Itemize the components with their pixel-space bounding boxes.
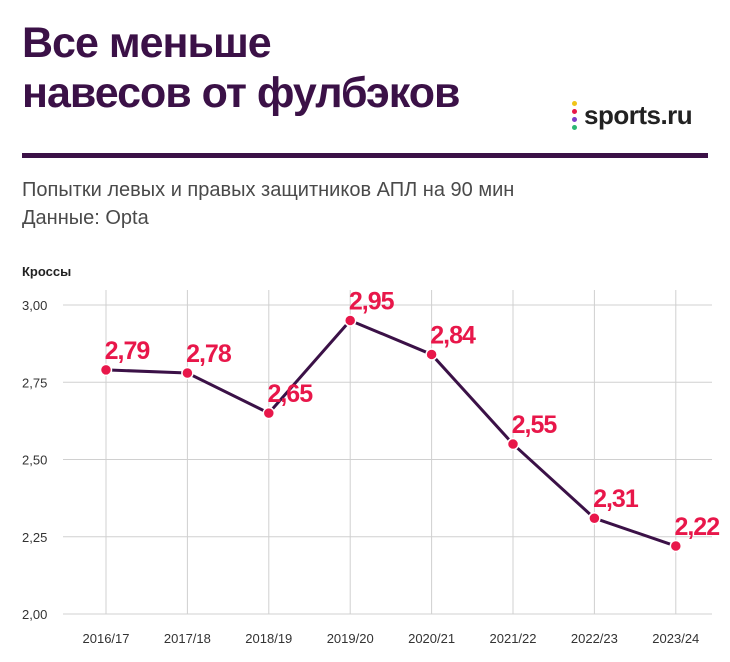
logo-dot	[572, 116, 577, 122]
data-label: 2,55	[512, 411, 558, 439]
y-tick-label: 2,25	[22, 530, 47, 545]
x-tick-label: 2021/22	[490, 631, 537, 646]
x-tick-label: 2018/19	[245, 631, 292, 646]
data-point	[181, 366, 194, 380]
subtitle: Попытки левых и правых защитников АПЛ на…	[22, 176, 514, 232]
y-tick-label: 2,75	[22, 375, 47, 390]
data-label: 2,31	[593, 485, 639, 513]
logo-dot	[572, 108, 577, 114]
data-label: 2,22	[674, 513, 719, 541]
title-divider	[22, 153, 708, 158]
data-label: 2,78	[186, 340, 232, 368]
subtitle-source: Данные: Opta	[22, 207, 149, 229]
title-line-2: навесов от фулбэков	[22, 69, 460, 117]
logo-dot	[572, 124, 577, 130]
data-point	[506, 437, 520, 451]
x-tick-label: 2023/24	[652, 631, 699, 646]
sports-ru-logo: sports.ru	[572, 100, 693, 131]
data-point	[262, 406, 276, 420]
x-tick-label: 2017/18	[164, 631, 211, 646]
logo-dot	[572, 100, 577, 106]
data-label: 2,84	[430, 321, 476, 349]
x-tick-label: 2020/21	[408, 631, 455, 646]
data-point	[343, 314, 357, 327]
data-point	[588, 511, 601, 525]
chart-title: Все меньше навесов от фулбэков	[22, 18, 460, 118]
y-tick-label: 2,50	[22, 453, 47, 468]
x-tick-label: 2016/17	[83, 631, 130, 646]
data-point	[99, 363, 113, 377]
x-tick-label: 2019/20	[327, 631, 374, 646]
data-point	[669, 539, 683, 553]
logo-dots-icon	[572, 100, 578, 131]
data-label: 2,95	[349, 287, 395, 315]
y-tick-label: 2,00	[22, 607, 47, 622]
data-label: 2,65	[267, 380, 313, 408]
series-line	[105, 318, 677, 548]
logo-text: sports.ru	[584, 100, 693, 130]
y-tick-label: 3,00	[22, 298, 47, 313]
title-line-1: Все меньше	[22, 19, 272, 67]
x-tick-label: 2022/23	[571, 631, 618, 646]
y-axis-title: Кроссы	[22, 264, 71, 279]
data-label: 2,79	[105, 337, 150, 365]
data-point	[425, 348, 438, 361]
subtitle-description: Попытки левых и правых защитников АПЛ на…	[22, 179, 515, 201]
